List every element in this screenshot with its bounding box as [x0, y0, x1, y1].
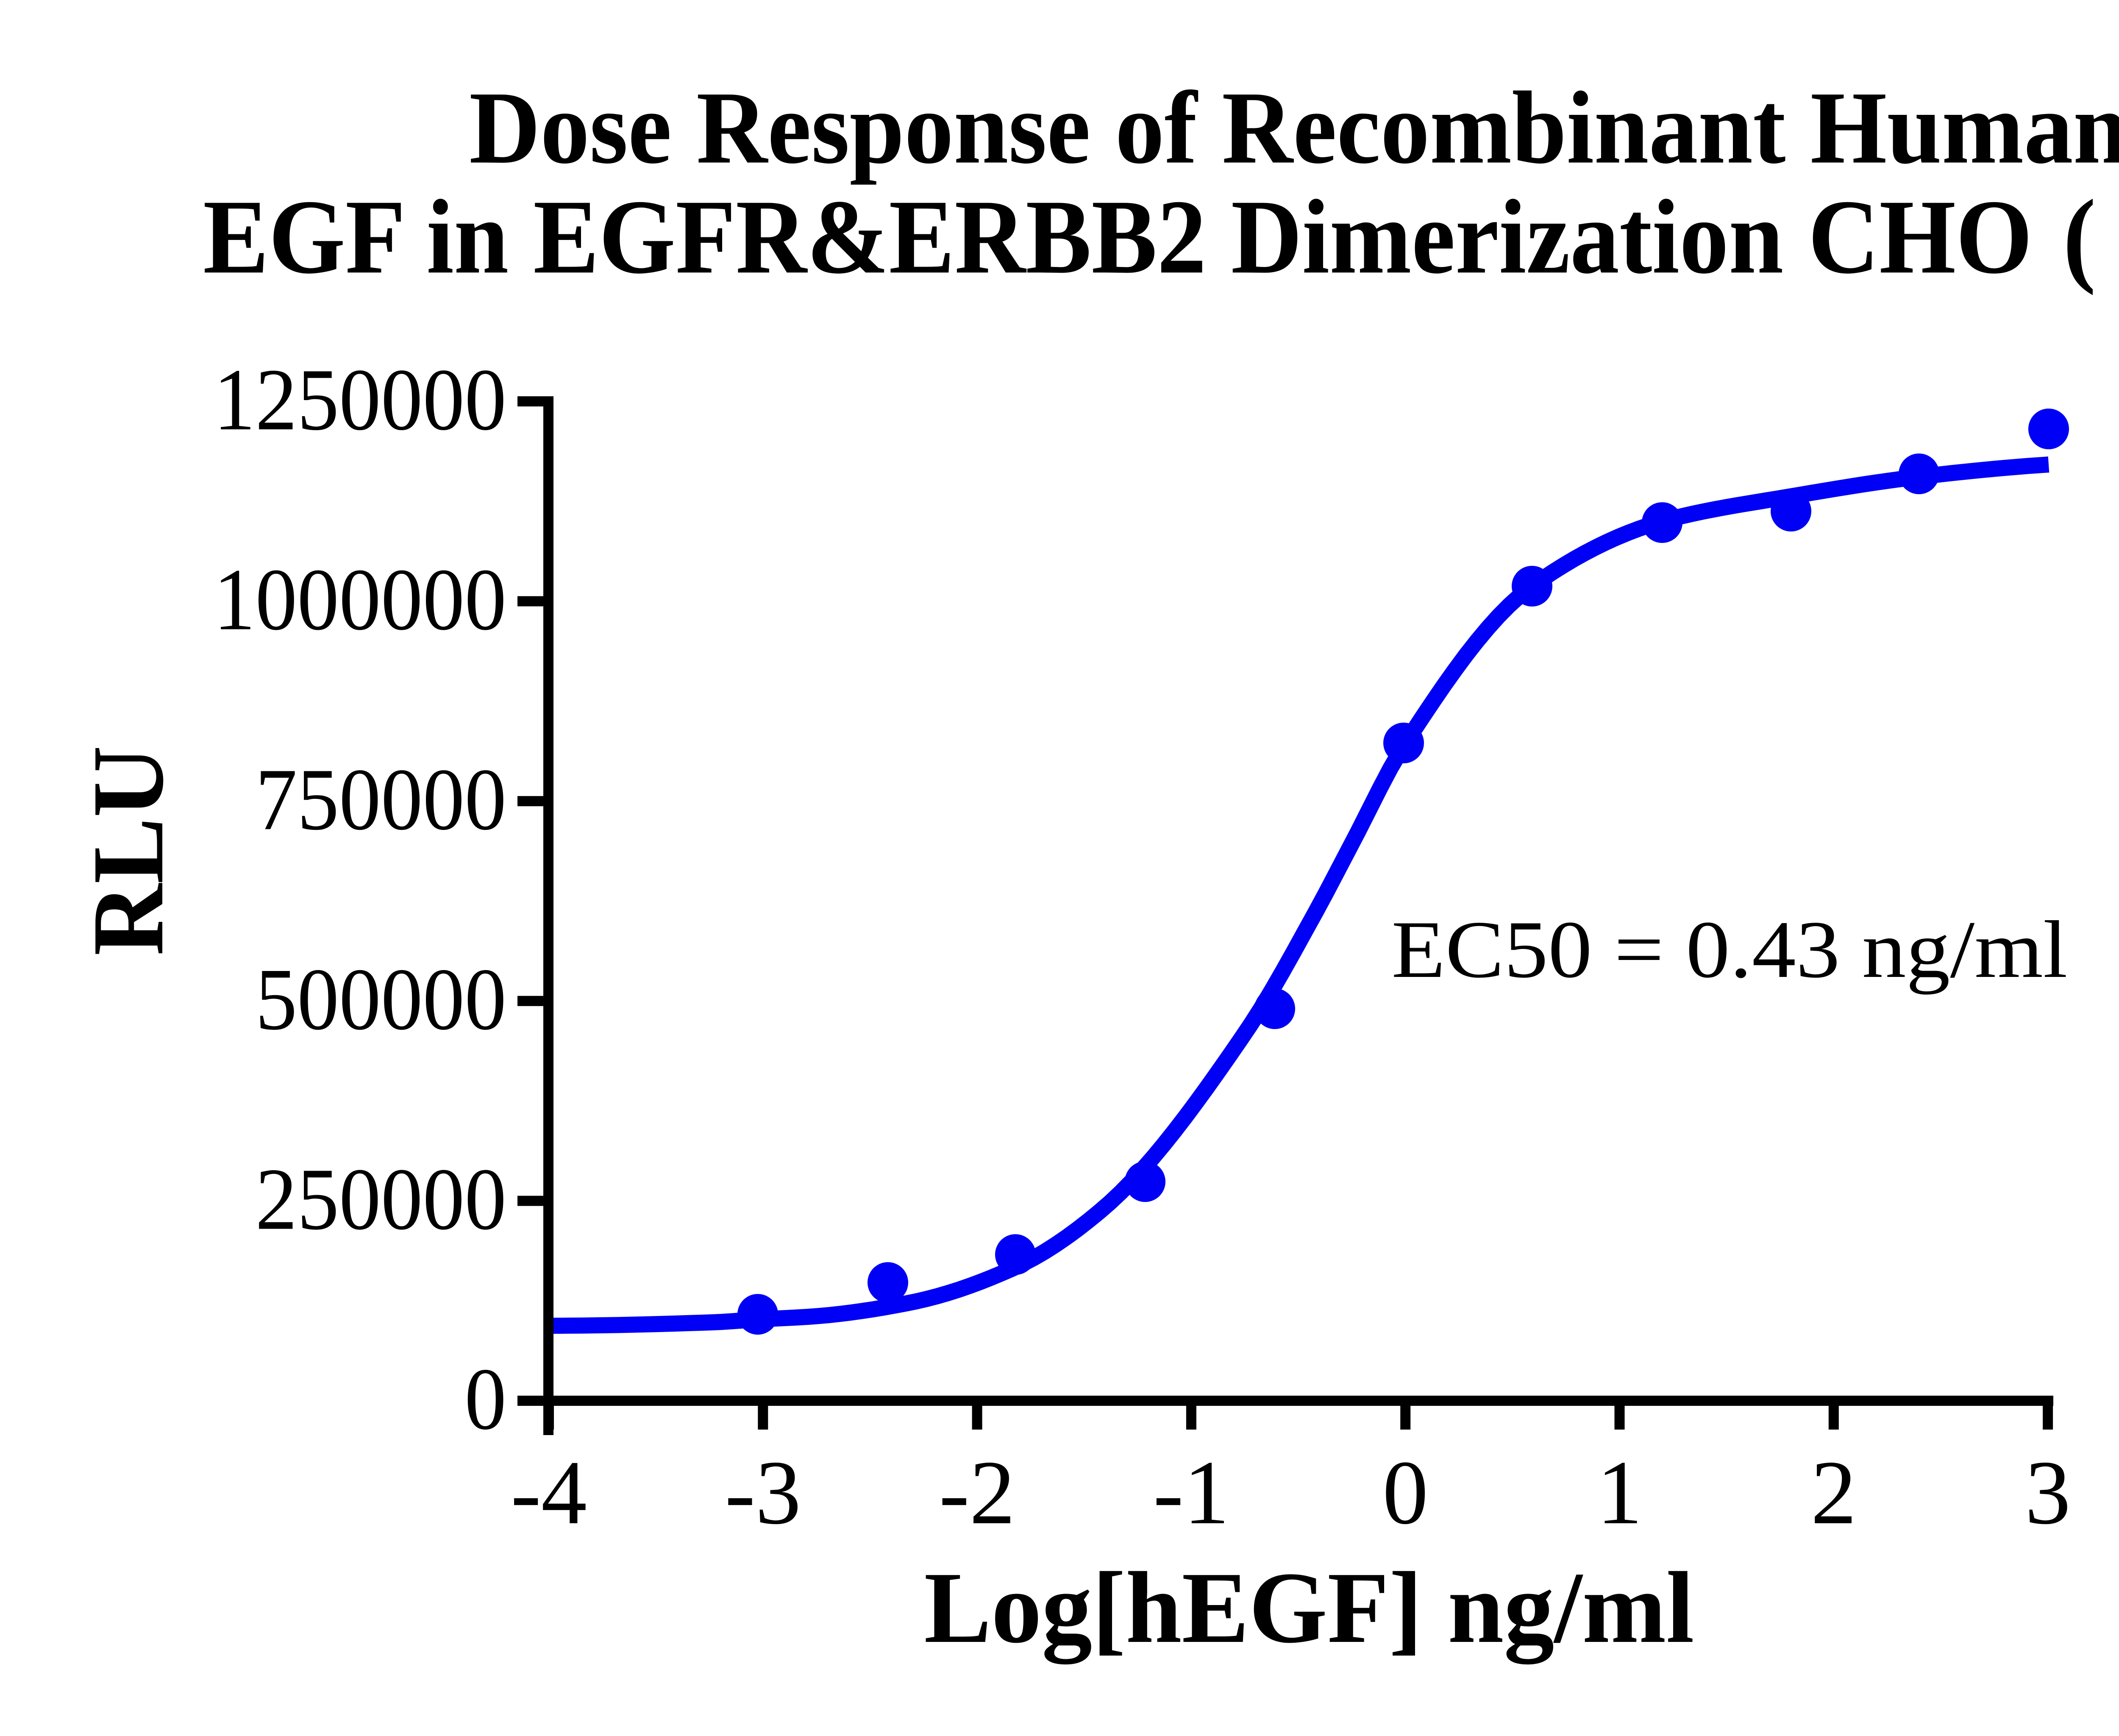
- svg-text:-4: -4: [511, 1442, 587, 1543]
- svg-text:EC50 = 0.43 ng/ml: EC50 = 0.43 ng/ml: [1391, 904, 2067, 995]
- svg-text:500000: 500000: [256, 950, 506, 1048]
- svg-text:3: 3: [2025, 1442, 2071, 1543]
- svg-text:250000: 250000: [256, 1150, 506, 1248]
- svg-text:1000000: 1000000: [214, 551, 506, 648]
- svg-text:750000: 750000: [256, 750, 506, 848]
- svg-text:-2: -2: [939, 1442, 1015, 1543]
- svg-text:2: 2: [1811, 1442, 1857, 1543]
- svg-text:RLU: RLU: [72, 746, 184, 956]
- svg-text:0: 0: [464, 1350, 506, 1448]
- svg-text:1: 1: [1597, 1442, 1643, 1543]
- svg-text:-3: -3: [725, 1442, 801, 1543]
- svg-text:-1: -1: [1153, 1442, 1229, 1543]
- svg-text:Dose Response of Recombinant H: Dose Response of Recombinant Human: [469, 70, 2119, 185]
- svg-text:EGF in EGFR&ERBB2 Dimerization: EGF in EGFR&ERBB2 Dimerization CHO(C18): [203, 178, 2119, 296]
- svg-text:Log[hEGF] ng/ml: Log[hEGF] ng/ml: [924, 1551, 1694, 1665]
- svg-text:1250000: 1250000: [214, 351, 506, 448]
- svg-text:0: 0: [1382, 1442, 1428, 1543]
